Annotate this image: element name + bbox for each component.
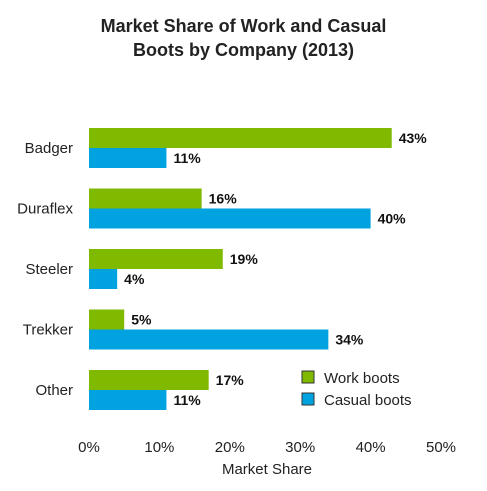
data-label-badger-casual-boots: 11% [173,150,201,166]
x-axis-label: Market Share [222,461,312,478]
x-tick-labels-layer: 0% 10% 20% 30% 40% 50% [78,439,456,456]
bar-duraflex-casual-boots [89,208,371,229]
legend-label-casual-boots: Casual boots [324,392,412,409]
category-labels-layer: Badger Duraflex Steeler Trekker Other [17,140,73,399]
data-labels-layer: 43% 11% 16% 40% 19% 4% 5% 34% 17% 11% [124,130,427,408]
x-tick-label: 10% [144,439,174,456]
bar-trekker-work-boots [89,309,125,330]
data-label-badger-work-boots: 43% [399,130,428,146]
legend-swatch-work-boots [301,370,315,384]
data-label-other-work-boots: 17% [216,372,245,388]
category-label-badger: Badger [25,140,73,157]
data-label-trekker-work-boots: 5% [131,312,152,328]
bar-trekker-casual-boots [89,329,329,350]
data-label-trekker-casual-boots: 34% [335,332,364,348]
x-tick-label: 30% [285,439,315,456]
data-label-steeler-casual-boots: 4% [124,271,145,287]
bar-duraflex-work-boots [89,188,202,209]
x-tick-label: 0% [78,439,100,456]
data-label-duraflex-work-boots: 16% [209,191,238,207]
category-label-other: Other [35,382,73,399]
x-tick-label: 20% [215,439,245,456]
bar-steeler-casual-boots [89,269,118,289]
data-label-other-casual-boots: 11% [173,392,201,408]
x-tick-label: 40% [356,439,386,456]
category-label-steeler: Steeler [25,261,73,278]
category-label-duraflex: Duraflex [17,201,73,218]
chart-title: Market Share of Work and Casual Boots by… [0,14,487,62]
bar-badger-casual-boots [89,148,167,168]
legend-swatch-casual-boots [301,392,315,406]
chart-title-line-1: Market Share of Work and Casual [100,16,387,36]
x-tick-label: 50% [426,439,456,456]
bar-other-casual-boots [89,390,167,410]
bar-steeler-work-boots [89,249,223,269]
category-label-trekker: Trekker [23,322,73,339]
legend-label-work-boots: Work boots [324,370,400,387]
bars-layer [89,128,392,410]
data-label-duraflex-casual-boots: 40% [378,211,407,227]
bar-badger-work-boots [89,128,392,148]
chart-title-line-2: Boots by Company (2013) [132,40,355,60]
bar-other-work-boots [89,370,209,390]
data-label-steeler-work-boots: 19% [230,251,259,267]
legend: Work boots Casual boots [301,370,412,409]
